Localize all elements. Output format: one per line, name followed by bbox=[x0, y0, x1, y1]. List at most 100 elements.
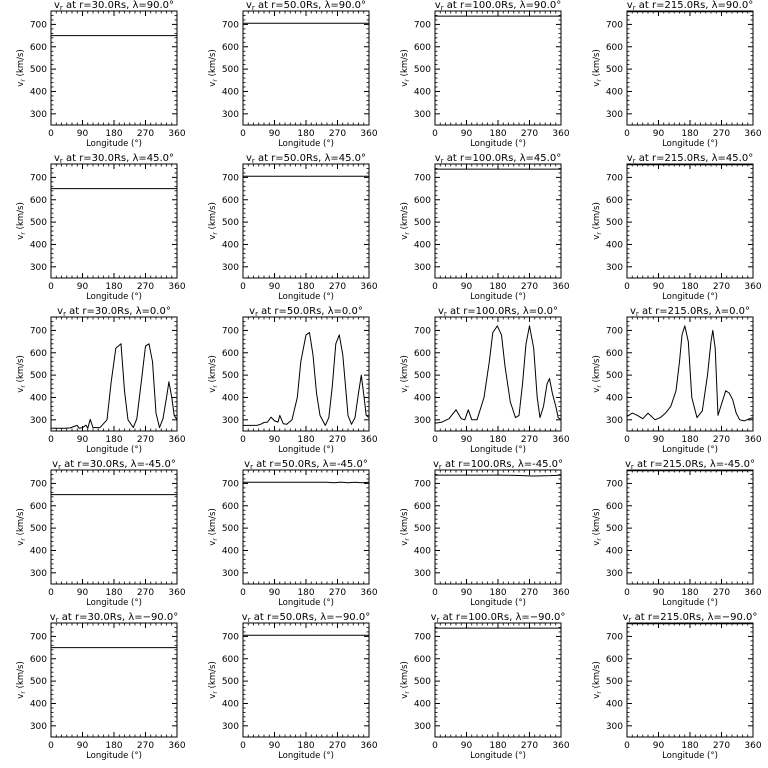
y-tick-label: 300 bbox=[606, 722, 623, 732]
x-tick-label: 360 bbox=[360, 282, 377, 292]
y-tick-label: 500 bbox=[222, 371, 239, 381]
y-tick-label: 400 bbox=[222, 87, 239, 97]
x-tick-label: 0 bbox=[432, 129, 438, 139]
chart-title: vr at r=30.0Rs, λ=90.0° bbox=[54, 0, 174, 12]
x-tick-label: 180 bbox=[297, 282, 314, 292]
x-tick-label: 180 bbox=[105, 588, 122, 598]
y-tick-label: 500 bbox=[30, 218, 47, 228]
y-tick-label: 300 bbox=[414, 722, 431, 732]
plot-frame bbox=[626, 10, 754, 126]
chart-panel-1: vr at r=30.0Rs, λ=90.0° 0 90 180 270 360 300 40… bbox=[16, 0, 186, 149]
y-tick-label: 500 bbox=[606, 524, 623, 534]
x-tick-label: 360 bbox=[744, 282, 761, 292]
plot-frame bbox=[242, 622, 370, 738]
x-tick-label: 360 bbox=[360, 741, 377, 751]
y-tick-label: 400 bbox=[30, 87, 47, 97]
x-axis-label: Longitude (°) bbox=[278, 751, 334, 761]
y-tick-label: 400 bbox=[606, 546, 623, 556]
chart-panel-14: vr at r=50.0Rs, λ=-45.0° 0 90 180 270 360 300 4… bbox=[208, 459, 378, 608]
y-tick-label: 700 bbox=[606, 479, 623, 489]
x-tick-label: 90 bbox=[653, 282, 665, 292]
chart-title: vr at r=100.0Rs, λ=0.0° bbox=[438, 306, 558, 318]
series-line-1 bbox=[434, 325, 562, 424]
x-tick-label: 180 bbox=[297, 129, 314, 139]
x-axis-label: Longitude (°) bbox=[86, 139, 142, 149]
x-axis-label: Longitude (°) bbox=[662, 445, 718, 455]
y-tick-label: 600 bbox=[606, 655, 623, 665]
x-axis-label: Longitude (°) bbox=[470, 292, 526, 302]
y-axis-label: vr (km/s) bbox=[208, 49, 219, 87]
chart-panel-4: vr at r=215.0Rs, λ=90.0° 0 90 180 270 360 300 4… bbox=[592, 0, 762, 149]
x-tick-label: 0 bbox=[624, 741, 630, 751]
chart-title: vr at r=50.0Rs, λ=0.0° bbox=[249, 306, 363, 318]
y-tick-label: 400 bbox=[222, 240, 239, 250]
chart-title: vr at r=30.0Rs, λ=0.0° bbox=[57, 306, 171, 318]
x-tick-label: 90 bbox=[77, 282, 89, 292]
chart-panel-12: vr at r=215.0Rs, λ=0.0° 0 90 180 270 360 300 40… bbox=[592, 306, 762, 455]
x-tick-label: 360 bbox=[360, 129, 377, 139]
chart-panel-6: vr at r=50.0Rs, λ=45.0° 0 90 180 270 360 300 40… bbox=[208, 153, 378, 302]
x-tick-label: 90 bbox=[653, 435, 665, 445]
y-tick-label: 600 bbox=[414, 43, 431, 53]
y-axis-label: vr (km/s) bbox=[16, 661, 27, 699]
y-tick-label: 400 bbox=[30, 240, 47, 250]
y-tick-label: 400 bbox=[606, 240, 623, 250]
y-tick-label: 400 bbox=[414, 87, 431, 97]
x-tick-label: 180 bbox=[297, 588, 314, 598]
series-line-1 bbox=[243, 481, 370, 484]
y-tick-label: 300 bbox=[414, 110, 431, 120]
y-tick-label: 500 bbox=[414, 524, 431, 534]
x-tick-label: 270 bbox=[521, 588, 538, 598]
x-tick-label: 180 bbox=[681, 282, 698, 292]
y-tick-label: 600 bbox=[414, 502, 431, 512]
y-tick-label: 600 bbox=[414, 349, 431, 359]
chart-panel-2: vr at r=50.0Rs, λ=90.0° 0 90 180 270 360 300 40… bbox=[208, 0, 378, 149]
y-tick-label: 400 bbox=[30, 393, 47, 403]
chart-title: vr at r=215.0Rs, λ=-45.0° bbox=[625, 459, 755, 471]
x-tick-label: 270 bbox=[713, 588, 730, 598]
y-tick-label: 400 bbox=[606, 699, 623, 709]
chart-panel-7: vr at r=100.0Rs, λ=45.0° 0 90 180 270 360 300 4… bbox=[400, 153, 570, 302]
y-tick-label: 500 bbox=[606, 218, 623, 228]
y-tick-label: 300 bbox=[606, 416, 623, 426]
plot-frame bbox=[50, 316, 178, 432]
y-tick-label: 500 bbox=[606, 65, 623, 75]
chart-title: vr at r=50.0Rs, λ=-45.0° bbox=[244, 459, 368, 471]
plot-frame bbox=[626, 622, 754, 738]
x-tick-label: 0 bbox=[48, 282, 54, 292]
plot-frame bbox=[434, 10, 562, 126]
y-tick-label: 600 bbox=[30, 196, 47, 206]
y-tick-label: 700 bbox=[222, 326, 239, 336]
x-tick-label: 360 bbox=[744, 129, 761, 139]
y-tick-label: 500 bbox=[222, 218, 239, 228]
y-axis-label: vr (km/s) bbox=[400, 508, 411, 546]
y-tick-label: 500 bbox=[222, 677, 239, 687]
x-axis-label: Longitude (°) bbox=[470, 598, 526, 608]
y-tick-label: 300 bbox=[30, 263, 47, 273]
x-tick-label: 180 bbox=[489, 588, 506, 598]
y-tick-label: 300 bbox=[222, 569, 239, 579]
y-tick-label: 300 bbox=[30, 569, 47, 579]
x-tick-label: 270 bbox=[329, 588, 346, 598]
y-axis-label: vr (km/s) bbox=[400, 202, 411, 240]
y-tick-label: 600 bbox=[222, 502, 239, 512]
y-tick-label: 300 bbox=[30, 416, 47, 426]
x-tick-label: 180 bbox=[105, 741, 122, 751]
chart-panel-15: vr at r=100.0Rs, λ=-45.0° 0 90 180 270 360 300… bbox=[400, 459, 570, 608]
y-tick-label: 600 bbox=[222, 43, 239, 53]
chart-panel-16: vr at r=215.0Rs, λ=-45.0° 0 90 180 270 360 300… bbox=[592, 459, 762, 608]
y-tick-label: 300 bbox=[222, 263, 239, 273]
x-tick-label: 90 bbox=[653, 129, 665, 139]
y-tick-label: 400 bbox=[222, 546, 239, 556]
y-tick-label: 400 bbox=[414, 546, 431, 556]
y-axis-label: vr (km/s) bbox=[208, 661, 219, 699]
y-tick-label: 600 bbox=[30, 655, 47, 665]
y-axis-label: vr (km/s) bbox=[16, 355, 27, 393]
x-tick-label: 0 bbox=[48, 588, 54, 598]
x-tick-label: 180 bbox=[105, 129, 122, 139]
y-tick-label: 500 bbox=[30, 677, 47, 687]
x-tick-label: 0 bbox=[432, 741, 438, 751]
y-tick-label: 700 bbox=[30, 632, 47, 642]
y-tick-label: 500 bbox=[30, 524, 47, 534]
y-axis-label: vr (km/s) bbox=[592, 661, 603, 699]
